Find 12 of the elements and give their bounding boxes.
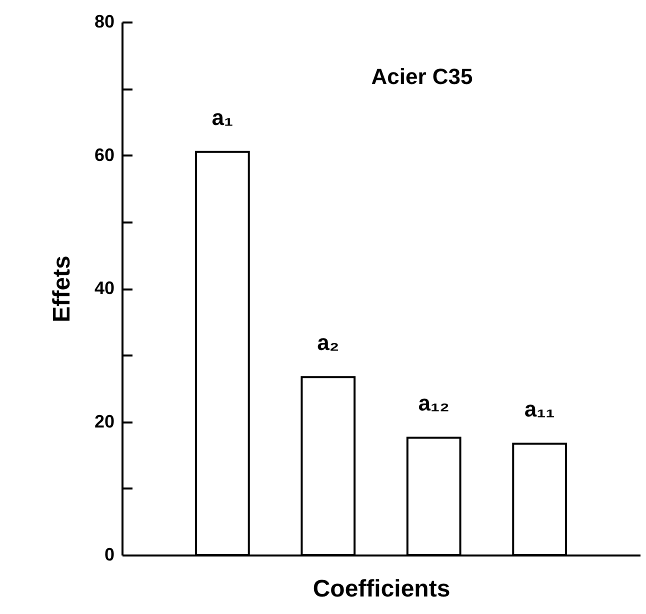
x-tick-label: a₂ — [317, 330, 340, 356]
x-tick-label: a₁ — [212, 104, 234, 130]
y-tick-label: 0 — [104, 544, 114, 564]
y-axis-title: Effets — [48, 256, 76, 322]
y-tick-label: 80 — [94, 12, 114, 32]
y-tick-label: 20 — [94, 411, 114, 432]
y-tick-label: 60 — [94, 144, 114, 165]
x-axis-title: Coefficients — [312, 576, 450, 602]
annotation: Acier C35 — [371, 64, 473, 89]
x-tick-label: a₁₁ — [524, 396, 555, 422]
y-tick-label: 40 — [94, 278, 114, 298]
x-tick-label: a₁₂ — [418, 390, 450, 416]
